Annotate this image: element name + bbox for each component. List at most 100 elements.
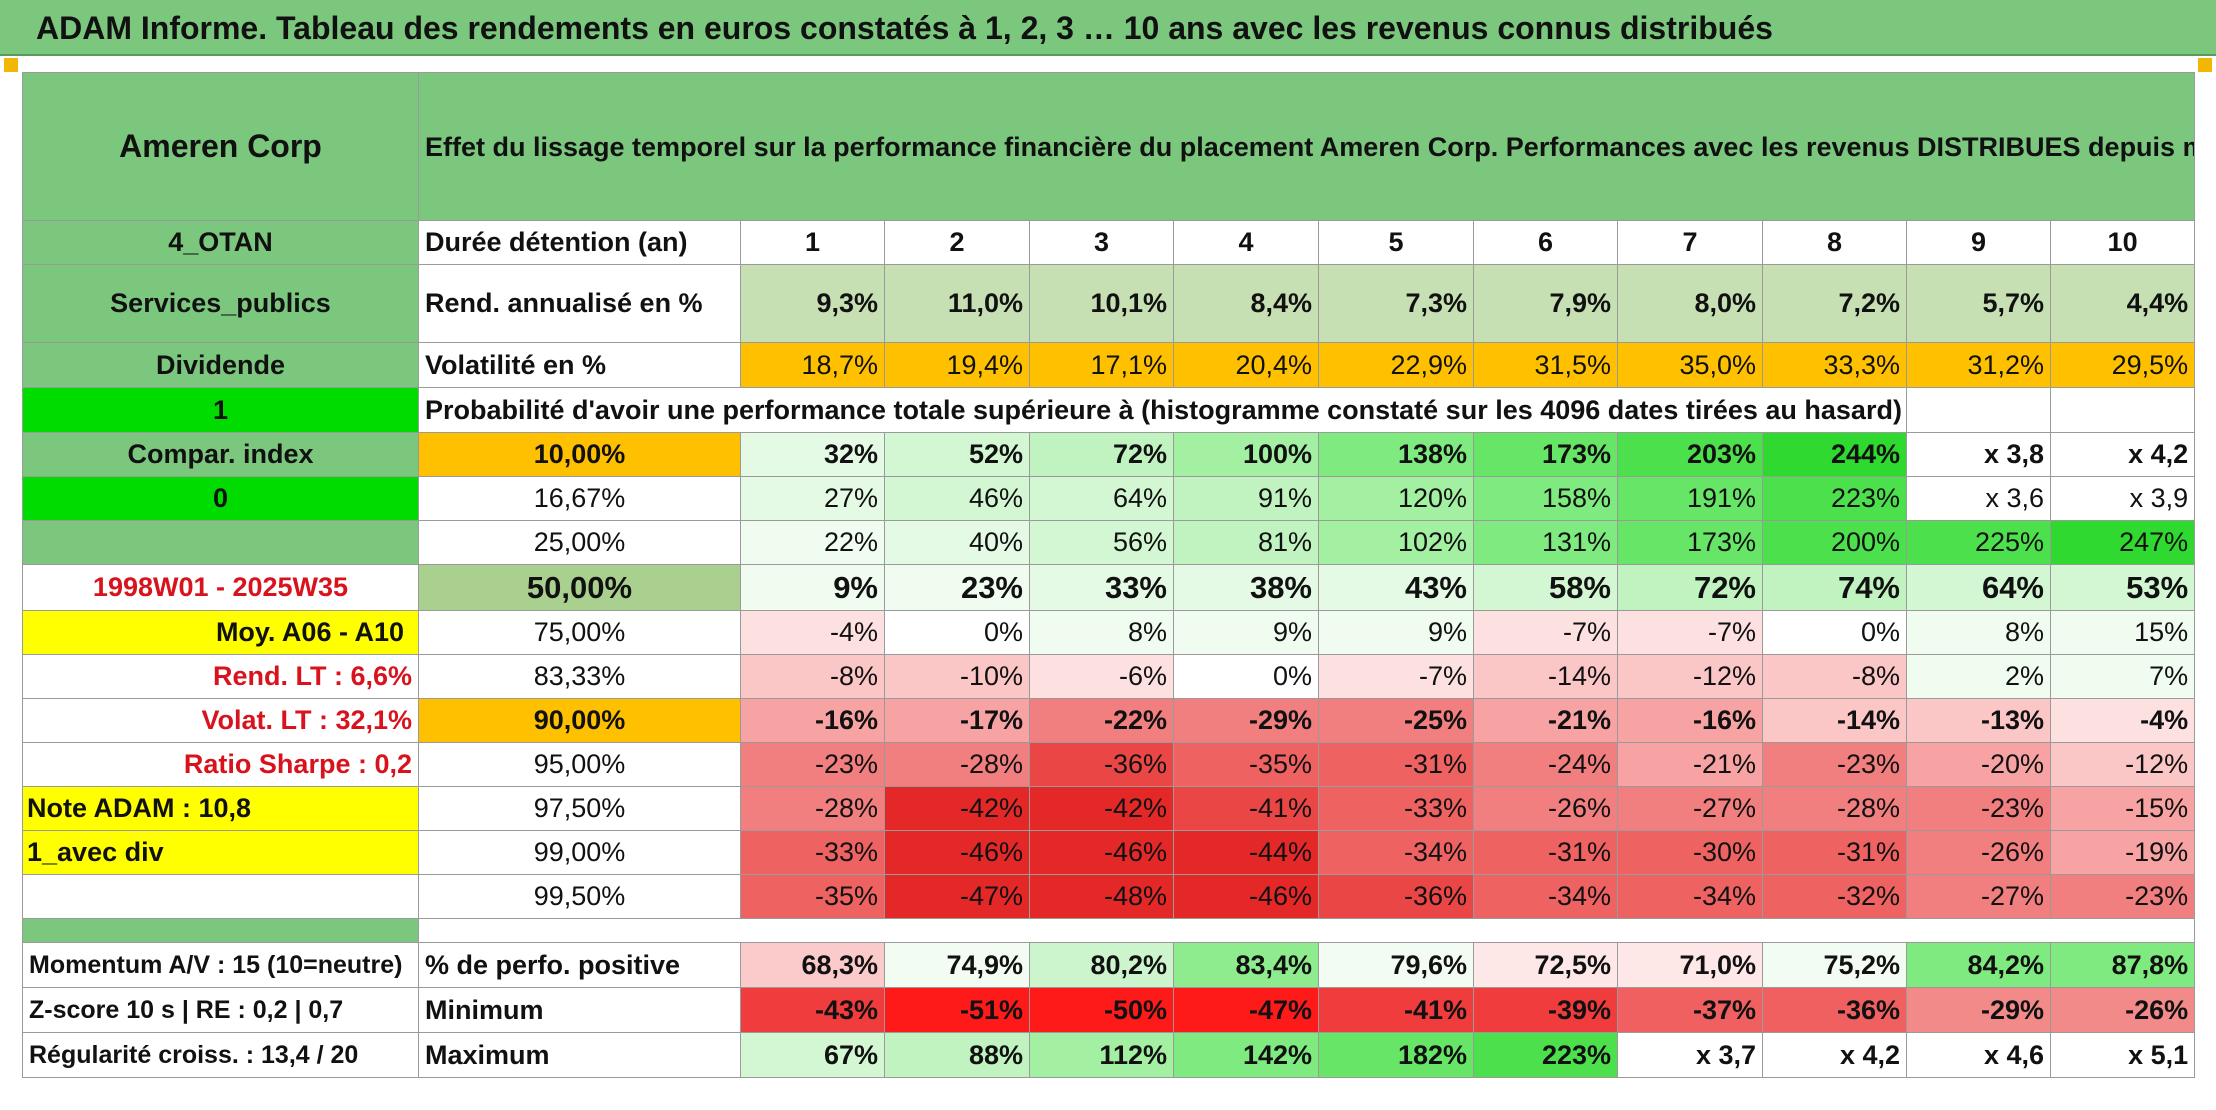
quantile-cell: 9% <box>740 564 885 611</box>
quantile-cell: -35% <box>740 874 885 919</box>
quantile-cell: -26% <box>1906 830 2051 875</box>
minimum-cell: -41% <box>1318 987 1474 1033</box>
quantile-cell: 158% <box>1473 476 1618 521</box>
maximum-cell: x 3,7 <box>1617 1032 1763 1078</box>
quantile-cell: -20% <box>1906 742 2051 787</box>
quantile-cell: 33% <box>1029 564 1174 611</box>
quantile-row: Note ADAM : 10,8 97,50% -28% -42% -42% -41% -3… <box>22 786 2196 831</box>
average-label: Moy. A06 - A10 <box>22 610 419 655</box>
quantile-cell: -28% <box>740 786 885 831</box>
duration-cell: 7 <box>1617 220 1763 265</box>
duration-cell: 4 <box>1173 220 1319 265</box>
quantile-cell: -36% <box>1029 742 1174 787</box>
quantile-cell: -8% <box>1762 654 1907 699</box>
quantile-cell: 223% <box>1762 476 1907 521</box>
quantile-cell: 64% <box>1906 564 2051 611</box>
volatility-label: Volatilité en % <box>418 342 741 388</box>
volatility-cell: 33,3% <box>1762 342 1907 388</box>
quantile-cell: -16% <box>740 698 885 743</box>
quantile-cell: -46% <box>1029 830 1174 875</box>
minimum-cell: -50% <box>1029 987 1174 1033</box>
quantile-cell: 32% <box>740 432 885 477</box>
return-cell: 9,3% <box>740 264 885 343</box>
quantile-cell: -14% <box>1473 654 1618 699</box>
volatility-cell: 31,5% <box>1473 342 1618 388</box>
return-cell: 5,7% <box>1906 264 2051 343</box>
minimum-cell: -51% <box>884 987 1030 1033</box>
quantile-cell: 203% <box>1617 432 1763 477</box>
empty-cell <box>2049 387 2196 433</box>
empty-cell <box>1906 387 2051 433</box>
spacer-cell <box>417 918 2196 943</box>
return-cell: 8,0% <box>1617 264 1763 343</box>
maximum-cell: 112% <box>1029 1032 1174 1078</box>
duration-cell: 8 <box>1762 220 1907 265</box>
quantile-cell: x 4,2 <box>2049 432 2196 477</box>
quantile-label: 50,00% <box>418 564 741 611</box>
quantile-label: 99,00% <box>418 830 741 875</box>
quantile-cell: 56% <box>1029 520 1174 565</box>
quantile-row: Ratio Sharpe : 0,2 95,00% -23% -28% -36% -35%… <box>22 742 2196 787</box>
quantile-row: Compar. index 10,00% 32% 52% 72% 100% 138% 173%… <box>22 432 2196 477</box>
duration-cell: 3 <box>1029 220 1174 265</box>
quantile-cell: -41% <box>1173 786 1319 831</box>
return-cell: 7,2% <box>1762 264 1907 343</box>
quantile-label: 83,33% <box>418 654 741 699</box>
quantile-row: 1998W01 - 2025W35 50,00% 9% 23% 33% 38% 43% 58%… <box>22 564 2196 611</box>
duration-cell: 10 <box>2049 220 2196 265</box>
quantile-cell: -10% <box>884 654 1030 699</box>
maximum-cell: 223% <box>1473 1032 1618 1078</box>
quantile-cell: 27% <box>740 476 885 521</box>
report-title: ADAM Informe. Tableau des rendements en … <box>0 0 2216 56</box>
quantile-cell: -17% <box>884 698 1030 743</box>
return-cell: 4,4% <box>2049 264 2196 343</box>
quantile-cell: -46% <box>1173 874 1319 919</box>
quantile-cell: 81% <box>1173 520 1319 565</box>
quantile-cell: 91% <box>1173 476 1319 521</box>
flag-cell: 0 <box>22 476 419 521</box>
duration-cell: 9 <box>1906 220 2051 265</box>
quantile-cell: -28% <box>884 742 1030 787</box>
volatility-cell: 31,2% <box>1906 342 2051 388</box>
volatility-cell: 29,5% <box>2049 342 2196 388</box>
quantile-label: 25,00% <box>418 520 741 565</box>
quantile-cell: -29% <box>1173 698 1319 743</box>
quantile-cell: -16% <box>1617 698 1763 743</box>
quantile-cell: 2% <box>1906 654 2051 699</box>
quantile-cell: -23% <box>1906 786 2051 831</box>
return-cell: 7,9% <box>1473 264 1618 343</box>
maximum-cell: x 4,2 <box>1762 1032 1907 1078</box>
quantile-row: Volat. LT : 32,1% 90,00% -16% -17% -22% -29% -… <box>22 698 2196 743</box>
quantile-cell: -12% <box>1617 654 1763 699</box>
maximum-cell: 182% <box>1318 1032 1474 1078</box>
minimum-cell: -43% <box>740 987 885 1033</box>
duration-label: Durée détention (an) <box>418 220 741 265</box>
quantile-cell: 120% <box>1318 476 1474 521</box>
volatility-cell: 35,0% <box>1617 342 1763 388</box>
quantile-cell: 102% <box>1318 520 1474 565</box>
quantile-row: 0 16,67% 27% 46% 64% 91% 120% 158% 191% 223% x 3,6… <box>22 476 2196 521</box>
quantile-cell: -21% <box>1473 698 1618 743</box>
quantile-cell: -25% <box>1318 698 1474 743</box>
quantile-label: 97,50% <box>418 786 741 831</box>
quantile-cell: 247% <box>2049 520 2196 565</box>
duration-cell: 2 <box>884 220 1030 265</box>
quantile-cell: 9% <box>1173 610 1319 655</box>
minimum-cell: -39% <box>1473 987 1618 1033</box>
quantile-cell: 8% <box>1906 610 2051 655</box>
corner-marker <box>2198 58 2212 72</box>
quantile-row: 1_avec div 99,00% -33% -46% -46% -44% -34% -31%… <box>22 830 2196 875</box>
quantile-cell: -27% <box>1617 786 1763 831</box>
quantile-cell: -28% <box>1762 786 1907 831</box>
quantile-cell: 138% <box>1318 432 1474 477</box>
quantile-cell: -33% <box>740 830 885 875</box>
quantile-cell: 15% <box>2049 610 2196 655</box>
long-term-return-label: Rend. LT : 6,6% <box>22 654 419 699</box>
company-name: Ameren Corp <box>22 72 419 221</box>
positive-perf-cell: 80,2% <box>1029 942 1174 988</box>
quantile-label: 90,00% <box>418 698 741 743</box>
volatility-cell: 22,9% <box>1318 342 1474 388</box>
positive-perf-label: % de perfo. positive <box>418 942 741 988</box>
quantile-row: 99,50% -35% -47% -48% -46% -36% -34% -34% -32% -2… <box>22 874 2196 919</box>
quantile-cell: 191% <box>1617 476 1763 521</box>
